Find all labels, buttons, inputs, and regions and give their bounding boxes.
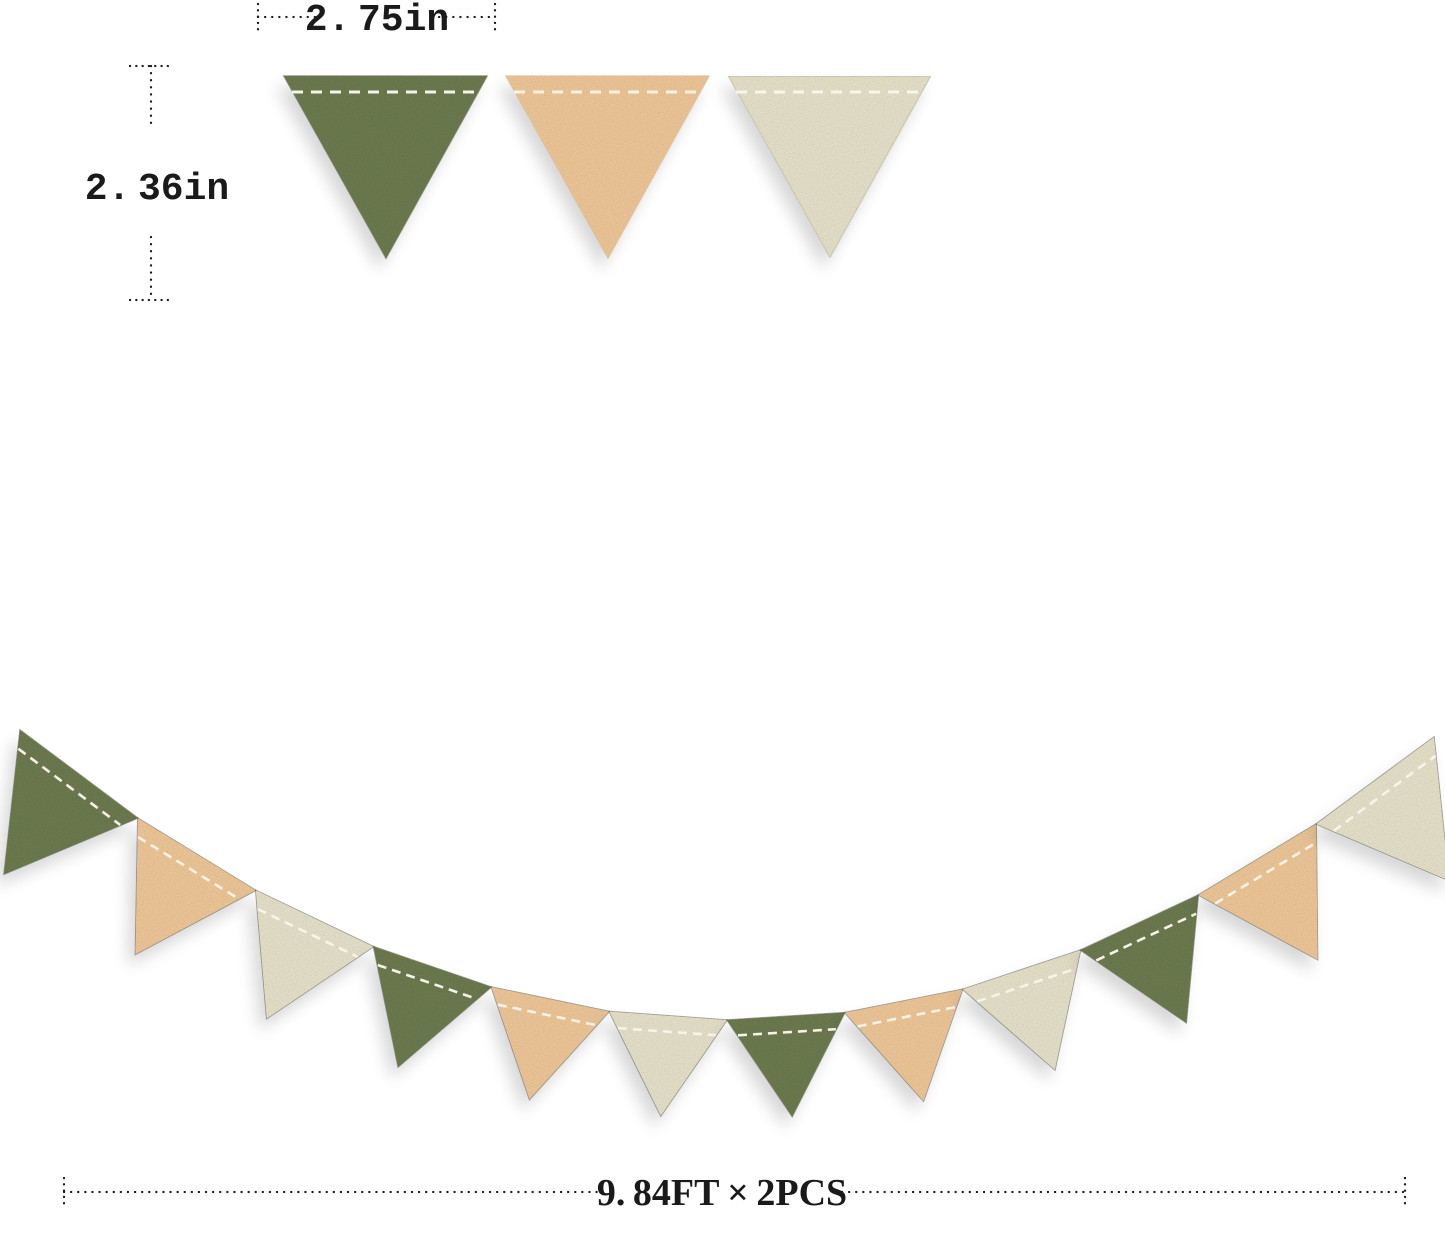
svg-text:9. 84FT × 2PCS: 9. 84FT × 2PCS bbox=[597, 1172, 847, 1214]
svg-text:2. 75in: 2. 75in bbox=[305, 0, 449, 42]
svg-text:2. 36in: 2. 36in bbox=[85, 168, 229, 211]
